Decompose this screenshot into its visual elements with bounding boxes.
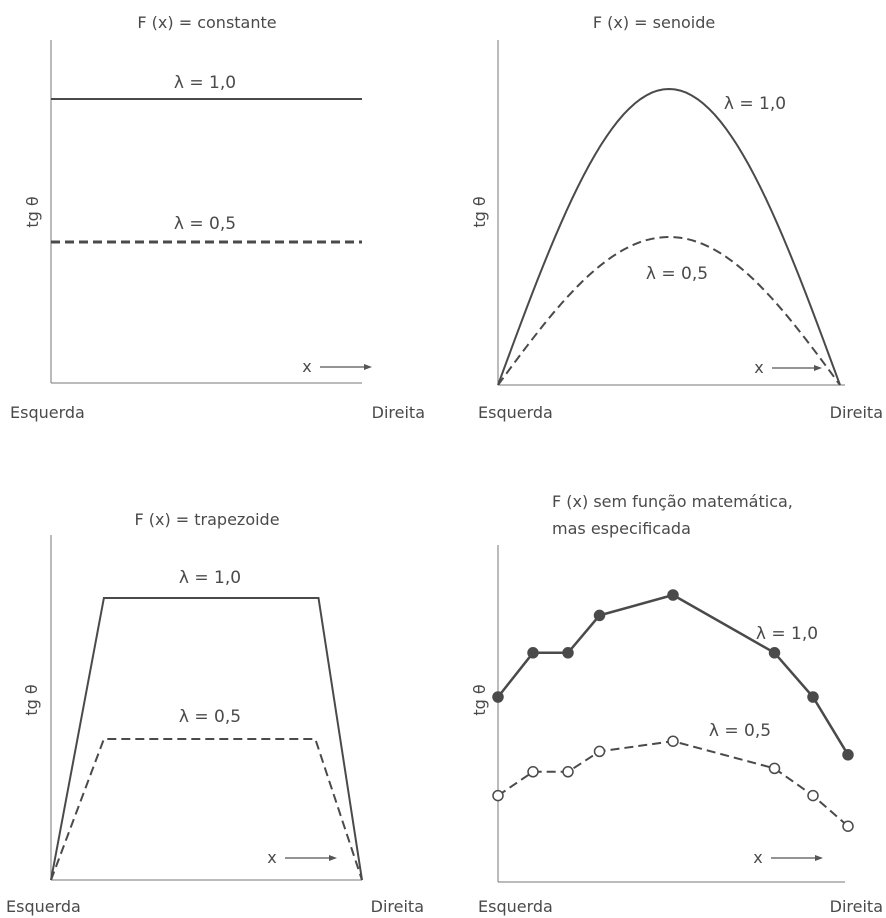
y-axis-label: tg θ	[470, 196, 489, 227]
data-point-lambda-05-0	[492, 789, 504, 802]
x-direction-label: x	[267, 848, 276, 867]
y-axis-label: tg θ	[22, 684, 41, 715]
panel-trapezoide: F (x) = trapezoide tg θ Esquerda Direita…	[6, 510, 424, 916]
x-direction-arrow	[285, 855, 337, 861]
data-point-lambda-05-7	[842, 820, 854, 832]
series-label-lambda-1: λ = 1,0	[174, 73, 236, 93]
data-point-lambda-05-6	[807, 789, 819, 802]
series-line-lambda-05	[50, 738, 363, 881]
x-tick-left: Esquerda	[478, 897, 553, 916]
chart-title: F (x) = senoide	[593, 13, 715, 32]
y-axis-label: tg θ	[470, 684, 489, 715]
x-direction-arrow	[771, 855, 823, 861]
series-line-lambda-1	[497, 87, 841, 386]
chart-title: F (x) = constante	[137, 13, 276, 32]
chart-title-line-1: F (x) sem função matemática,	[552, 492, 793, 511]
series-line-lambda-1	[497, 593, 850, 756]
data-point-lambda-1-7	[842, 749, 854, 761]
series-label-lambda-05: λ = 0,5	[646, 264, 708, 284]
x-tick-left: Esquerda	[478, 403, 553, 422]
data-point-lambda-05-5	[768, 762, 781, 775]
x-tick-left: Esquerda	[6, 897, 81, 916]
series-line-lambda-1	[50, 597, 363, 881]
data-point-lambda-1-4	[667, 589, 679, 601]
x-direction-arrow	[772, 365, 822, 371]
series-line-lambda-05	[497, 235, 841, 386]
x-tick-right: Direita	[830, 897, 883, 916]
data-point-lambda-05-3	[593, 745, 606, 758]
y-axis-label: tg θ	[23, 196, 42, 227]
data-point-lambda-1-1	[527, 647, 539, 659]
series-label-lambda-05: λ = 0,5	[179, 707, 241, 727]
x-tick-left: Esquerda	[10, 403, 85, 422]
series-label-lambda-1: λ = 1,0	[724, 94, 786, 114]
panel-senoide: F (x) = senoide tg θ Esquerda Direita x …	[470, 13, 883, 422]
x-direction-arrow	[320, 364, 372, 370]
x-tick-right: Direita	[371, 897, 424, 916]
data-point-lambda-1-0	[492, 691, 504, 703]
data-point-lambda-1-3	[593, 609, 606, 622]
data-point-lambda-1-5	[768, 647, 781, 659]
data-point-lambda-1-2	[562, 647, 574, 659]
chart-title: F (x) sem função matemática, mas especif…	[552, 492, 798, 538]
x-direction-label: x	[754, 358, 763, 377]
x-direction-label: x	[753, 848, 762, 867]
data-point-lambda-1-6	[807, 691, 819, 703]
x-tick-right: Direita	[830, 403, 883, 422]
series-line-lambda-05	[497, 740, 849, 827]
data-point-lambda-05-4	[667, 735, 679, 747]
series-label-lambda-1: λ = 1,0	[756, 624, 818, 644]
series-label-lambda-1: λ = 1,0	[179, 568, 241, 588]
panel-especificada: F (x) sem função matemática, mas especif…	[470, 492, 883, 916]
x-tick-right: Direita	[372, 403, 425, 422]
series-label-lambda-05: λ = 0,5	[709, 721, 771, 741]
series-label-lambda-05: λ = 0,5	[174, 214, 236, 234]
x-direction-label: x	[302, 357, 311, 376]
data-point-lambda-05-1	[527, 766, 539, 778]
chart-title-line-2: mas especificada	[552, 519, 691, 538]
data-point-lambda-05-2	[562, 766, 574, 778]
chart-title: F (x) = trapezoide	[134, 510, 279, 529]
panel-constante: F (x) = constante tg θ Esquerda Direita …	[10, 13, 425, 422]
series-markers	[492, 589, 854, 832]
